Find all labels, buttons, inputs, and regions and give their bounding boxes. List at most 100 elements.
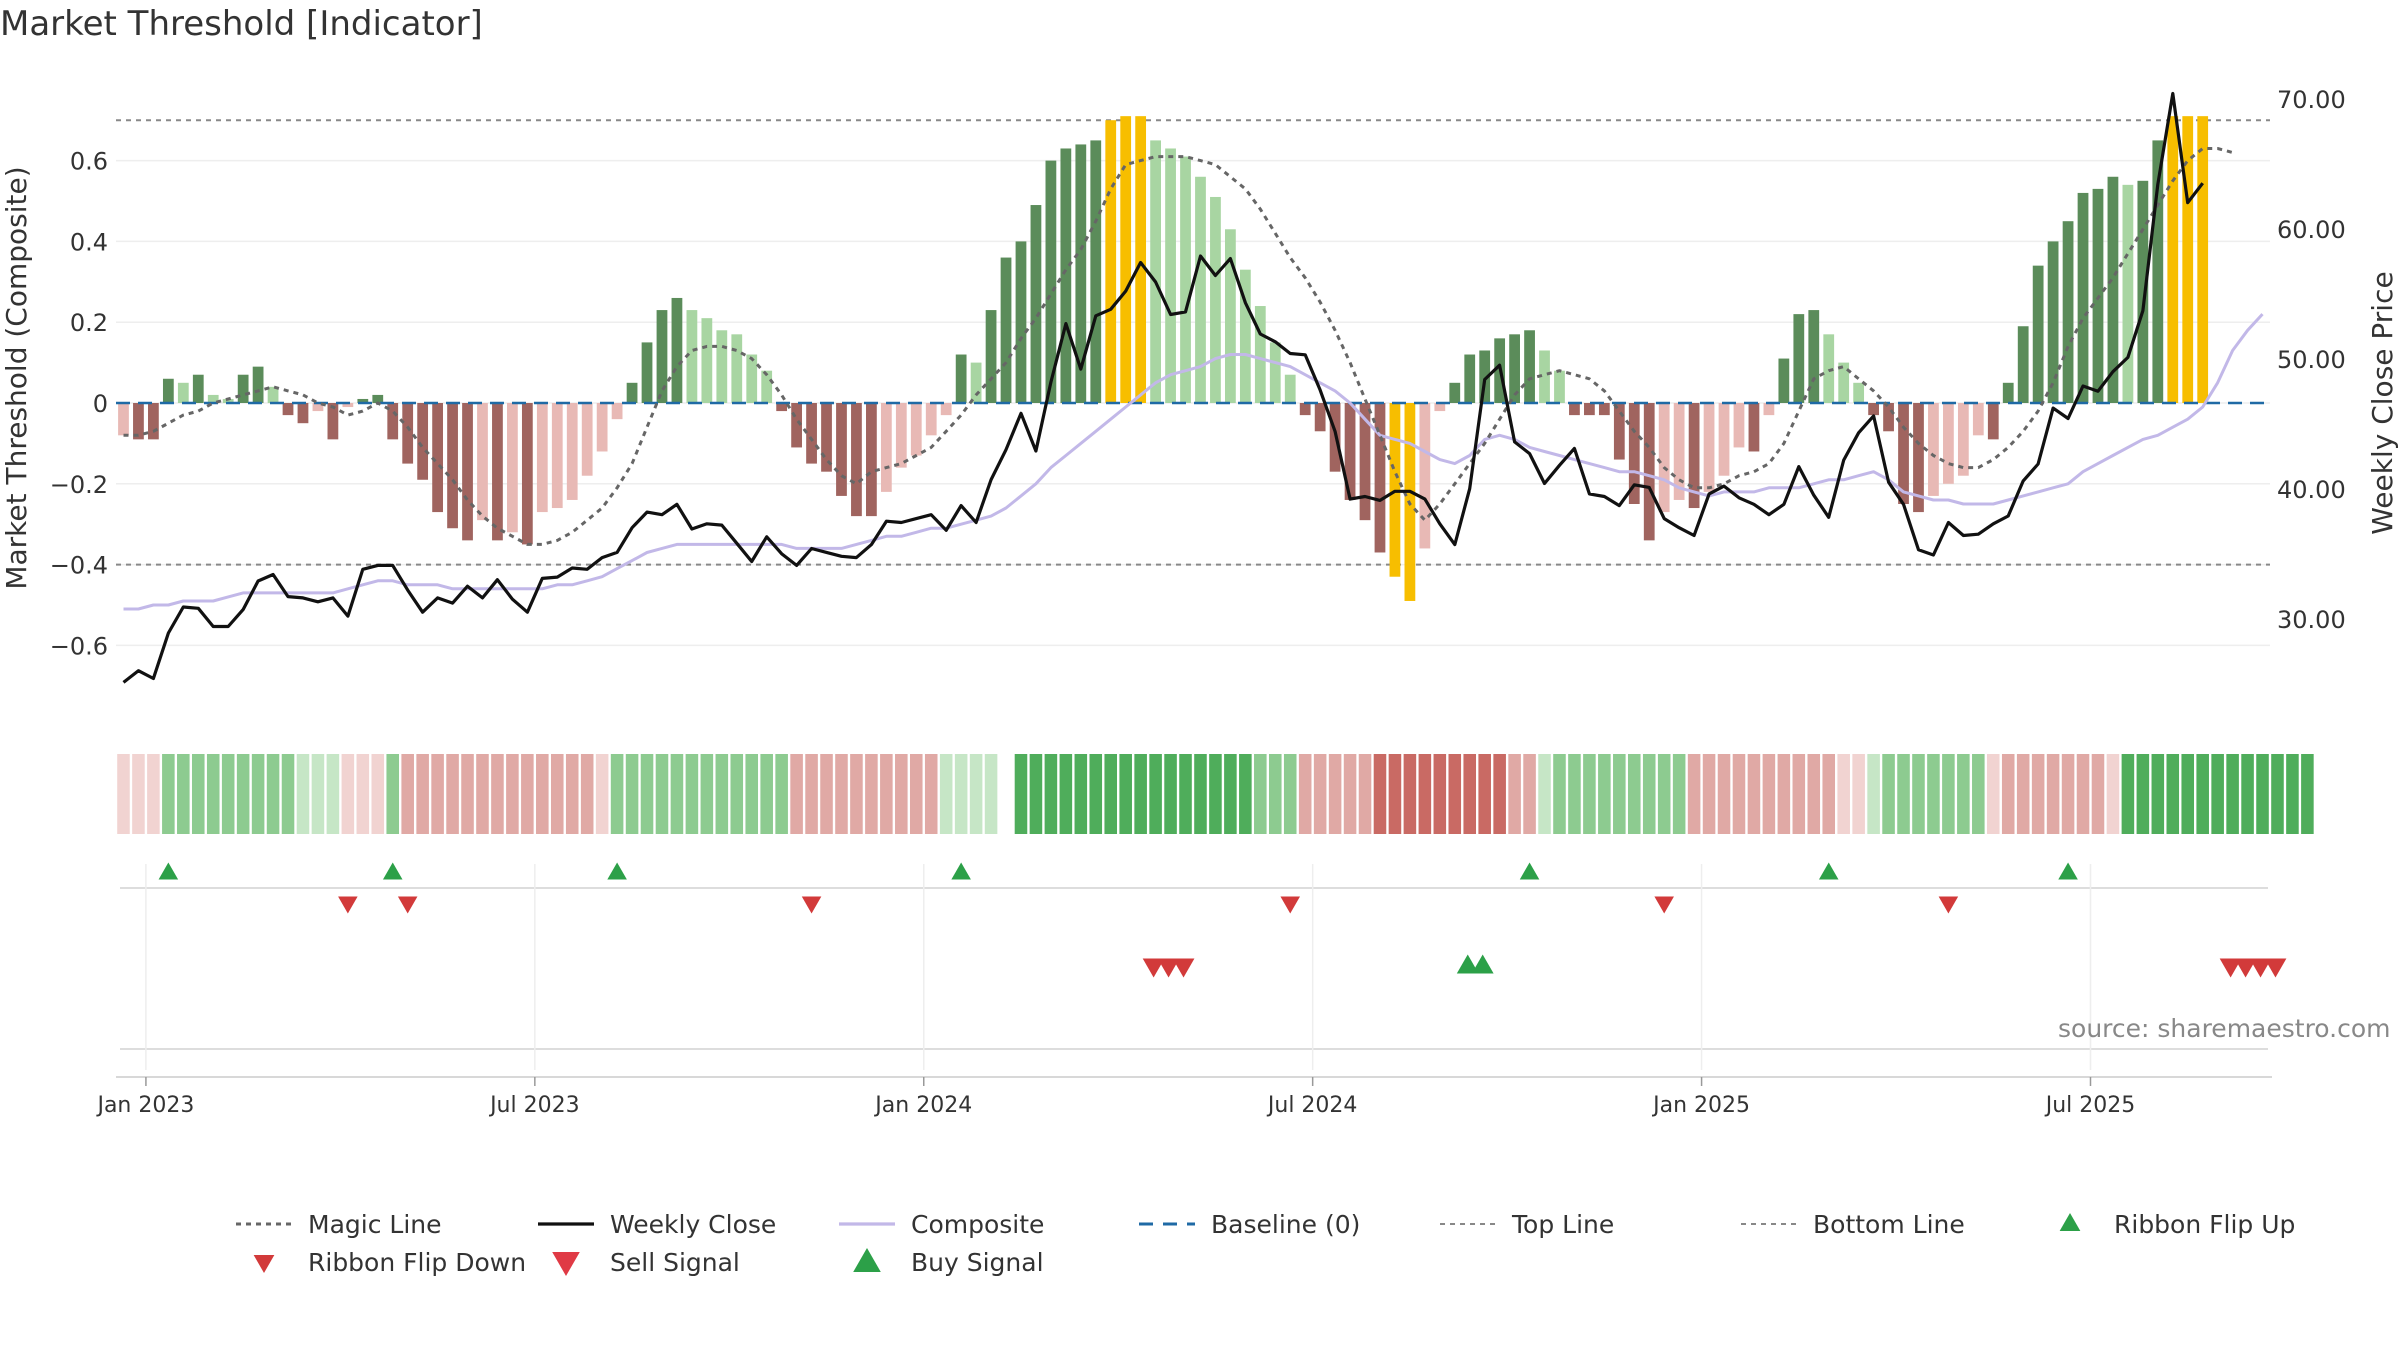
- composite-bar: [252, 366, 264, 403]
- composite-bar: [1299, 403, 1311, 416]
- ribbon-cell: [1418, 754, 1432, 834]
- ribbon-cell: [1014, 754, 1028, 834]
- ribbon-cell: [2061, 754, 2075, 834]
- composite-bar: [1180, 156, 1191, 403]
- composite-bar: [492, 403, 503, 541]
- composite-bar: [133, 403, 144, 440]
- ribbon-cell: [296, 754, 310, 834]
- legend-label: Ribbon Flip Down: [308, 1248, 526, 1277]
- composite-bar: [2107, 176, 2119, 403]
- chart-title: Market Threshold [Indicator]: [0, 4, 483, 44]
- composite-bar: [267, 386, 279, 403]
- ribbon-cell: [2286, 754, 2299, 834]
- legend-label: Sell Signal: [610, 1248, 740, 1277]
- ribbon-cell: [1059, 754, 1073, 834]
- ribbon-cell: [416, 754, 429, 834]
- ribbon-cell: [1972, 754, 1985, 834]
- legend-swatch-sell-marker: [552, 1252, 580, 1276]
- composite-bar: [701, 318, 713, 403]
- composite-bar: [581, 403, 593, 476]
- composite-bar: [2062, 221, 2074, 403]
- ribbon-cell: [1508, 754, 1521, 834]
- composite-bar: [566, 403, 578, 500]
- composite-bar: [1898, 403, 1909, 504]
- composite-bar: [895, 403, 907, 468]
- ribbon-flip-up-marker: [382, 862, 403, 880]
- right-tick-label: 50.00: [2277, 346, 2346, 374]
- ribbon-cell: [939, 754, 953, 834]
- ribbon-cell: [850, 754, 863, 834]
- composite-bar: [148, 403, 159, 440]
- ribbon-cell: [2211, 754, 2224, 834]
- composite-bar: [731, 334, 743, 403]
- composite-bar: [2077, 192, 2089, 403]
- composite-bar: [626, 382, 638, 403]
- sell-signal-marker: [2219, 958, 2242, 978]
- composite-bar: [372, 394, 384, 403]
- buy-signal-marker: [1471, 954, 1494, 974]
- left-tick-label: −0.6: [50, 632, 108, 660]
- ribbon-cell: [266, 754, 280, 834]
- composite-bar: [806, 403, 817, 464]
- ribbon-cell: [1029, 754, 1043, 834]
- ribbon-flip-down-marker: [1654, 896, 1674, 914]
- composite-bar: [1090, 140, 1102, 403]
- ribbon-cell: [2226, 754, 2239, 834]
- ribbon-cell: [595, 754, 609, 834]
- sell-signal-marker: [2249, 958, 2272, 978]
- ribbon-cell: [1583, 754, 1596, 834]
- ribbon-cell: [476, 754, 489, 834]
- composite-bar: [1569, 403, 1580, 416]
- ribbon-flip-down-marker: [397, 896, 418, 914]
- legend-swatch-down-marker: [253, 1255, 275, 1273]
- composite-bar: [1584, 403, 1595, 416]
- composite-bar: [1748, 403, 1760, 452]
- composite-bar: [1075, 144, 1087, 403]
- composite-bar: [2047, 241, 2059, 403]
- composite-bar: [1838, 362, 1850, 403]
- composite-bar: [192, 374, 204, 403]
- composite-bar: [656, 310, 668, 403]
- ribbon-cell: [311, 754, 325, 834]
- right-tick-label: 60.00: [2277, 216, 2346, 244]
- composite-bar: [1718, 403, 1730, 476]
- composite-bar: [686, 310, 698, 403]
- sell-signal-marker: [1142, 958, 1165, 978]
- x-tick-label: Jan 2025: [1651, 1093, 1750, 1118]
- ribbon-cell: [1209, 754, 1222, 834]
- ribbon-cell: [2076, 754, 2090, 834]
- composite-bar: [1105, 120, 1117, 403]
- x-tick-label: Jul 2024: [1266, 1093, 1358, 1118]
- ribbon-cell: [924, 754, 938, 834]
- composite-bar: [432, 403, 443, 513]
- composite-bar: [1030, 205, 1042, 403]
- composite-bar: [2152, 140, 2164, 403]
- composite-bar: [1284, 374, 1296, 403]
- ribbon-cell: [386, 754, 400, 834]
- composite-bar: [1239, 269, 1251, 403]
- composite-bar: [1254, 306, 1266, 403]
- ribbon-cell: [147, 754, 160, 834]
- ribbon-cell: [1343, 754, 1357, 834]
- composite-bar: [1554, 370, 1565, 403]
- ribbon-cell: [1224, 754, 1237, 834]
- ribbon-cell: [1732, 754, 1746, 834]
- ribbon-cell: [880, 754, 893, 834]
- ribbon-cell: [715, 754, 729, 834]
- ribbon-flip-up-marker: [2058, 862, 2078, 880]
- composite-bar: [1628, 403, 1640, 504]
- ribbon-cell: [1254, 754, 1267, 834]
- composite-bar: [1793, 314, 1805, 403]
- ribbon-cell: [206, 754, 220, 834]
- ribbon-cell: [1852, 754, 1865, 834]
- composite-bar: [1643, 403, 1655, 541]
- ribbon-cell: [371, 754, 385, 834]
- composite-bar: [925, 403, 937, 436]
- source-note: source: sharemaestro.com: [2058, 1014, 2391, 1043]
- composite-bar: [1165, 148, 1176, 403]
- ribbon-cell: [805, 754, 818, 834]
- composite-bar: [1479, 350, 1491, 403]
- composite-bar: [207, 394, 219, 403]
- ribbon-cell: [745, 754, 759, 834]
